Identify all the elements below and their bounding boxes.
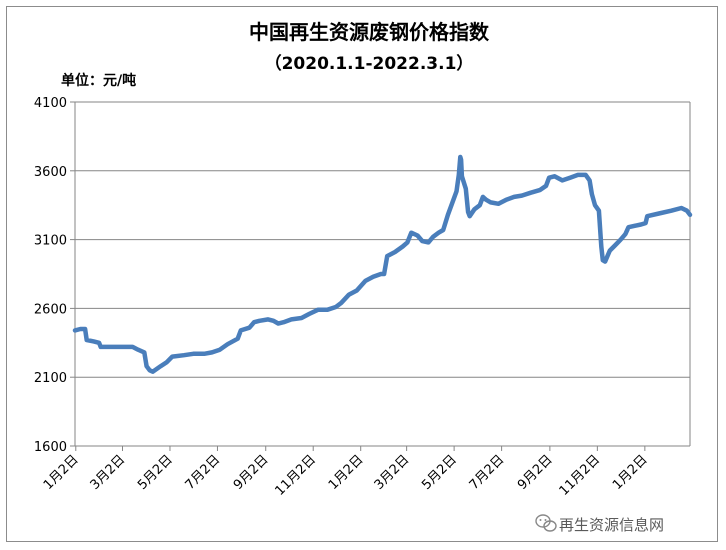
x-tick-label: 3月2日 [88, 452, 129, 493]
y-axis-tick-labels: 1600 2100 2600 3100 3600 4100 [34, 96, 67, 455]
x-tick-label: 11月2日 [557, 452, 604, 499]
y-tick-label: 3100 [34, 234, 67, 249]
series-line-0 [72, 154, 693, 374]
x-tick-label: 1月2日 [326, 452, 367, 493]
x-tick-label: 7月2日 [183, 452, 224, 493]
x-tick-label: 1月2日 [610, 452, 651, 493]
y-tick-label: 4100 [34, 96, 67, 111]
watermark-text: 再生资源信息网 [559, 516, 664, 534]
y-tick-label: 2100 [34, 371, 67, 386]
gridlines [70, 101, 691, 451]
x-tick-label: 7月2日 [467, 452, 508, 493]
y-tick-label: 2600 [34, 302, 67, 317]
watermark: 再生资源信息网 [535, 514, 664, 534]
chart-title: 中国再生资源废钢价格指数 [249, 20, 490, 44]
wechat-icon [535, 514, 557, 532]
x-tick-label: 1月2日 [41, 452, 82, 493]
series-layer [72, 154, 693, 374]
x-tick-label: 11月2日 [272, 452, 319, 499]
x-tick-label: 3月2日 [372, 452, 413, 493]
x-tick-label: 9月2日 [515, 452, 556, 493]
chart-frame: 中国再生资源废钢价格指数 （2020.1.1-2022.3.1） 单位：元/吨 … [6, 6, 718, 542]
unit-label: 单位：元/吨 [61, 72, 136, 89]
price-index-chart: 中国再生资源废钢价格指数 （2020.1.1-2022.3.1） 单位：元/吨 … [34, 20, 693, 534]
x-tick-label: 5月2日 [135, 452, 176, 493]
y-tick-label: 3600 [34, 165, 67, 180]
y-tick-label: 1600 [34, 440, 67, 455]
x-tick-label: 9月2日 [231, 452, 272, 493]
x-tick-label: 5月2日 [419, 452, 460, 493]
x-axis-tick-labels: 1月2日 3月2日 5月2日 7月2日 9月2日 11月2日 1月2日 3月2日 5月2日 7月2… [41, 452, 651, 499]
chart-subtitle: （2020.1.1-2022.3.1） [265, 53, 474, 74]
